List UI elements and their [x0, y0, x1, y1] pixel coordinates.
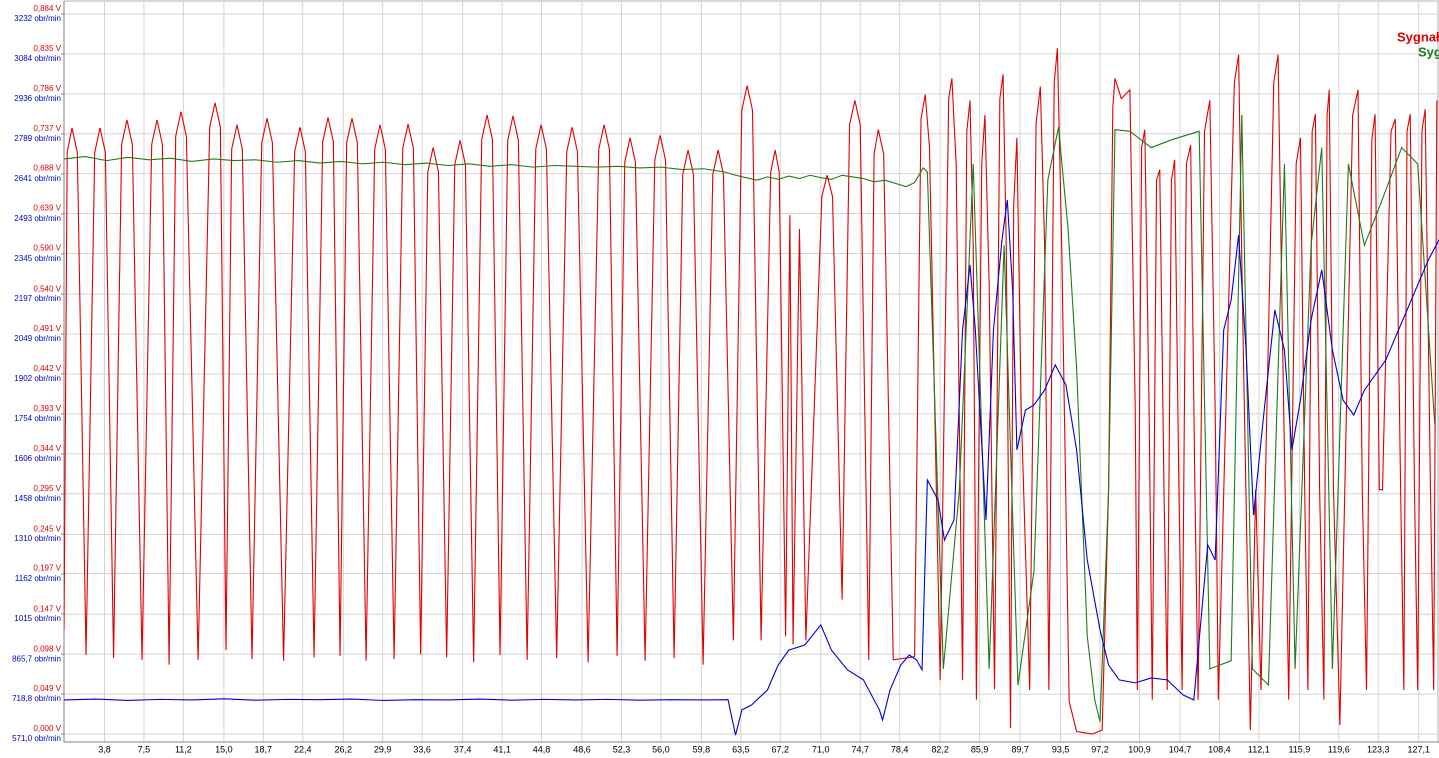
x-tick-label: 41,1 [493, 744, 511, 754]
y-tick-label: 0,639 V [33, 204, 61, 213]
x-tick-label: 71,0 [812, 744, 830, 754]
x-tick-label: 85,9 [971, 744, 989, 754]
y2-tick-label: 1162 obr/min [15, 574, 61, 583]
y-tick-label: 0,098 V [33, 644, 61, 653]
x-tick-label: 78,4 [891, 744, 909, 754]
y2-tick-label: 1902 obr/min [14, 374, 61, 383]
y2-tick-label: 571,0 obr/min [12, 734, 61, 743]
x-tick-label: 67,2 [772, 744, 790, 754]
y-tick-label: 0,737 V [33, 124, 61, 133]
y2-tick-label: 2049 obr/min [14, 334, 61, 343]
y-tick-label: 0,884 V [33, 4, 61, 13]
x-tick-label: 3,8 [98, 744, 111, 754]
y2-tick-label: 2197 obr/min [14, 294, 61, 303]
series-line [64, 199, 1439, 736]
y2-tick-label: 2493 obr/min [14, 214, 61, 223]
y2-tick-label: 2789 obr/min [14, 134, 61, 143]
y-tick-label: 0,049 V [33, 684, 61, 693]
y-tick-label: 0,442 V [33, 364, 61, 373]
y-tick-label: 0,197 V [33, 564, 61, 573]
legend-entry: Sygnał [1397, 29, 1439, 44]
y-tick-label: 0,245 V [33, 525, 61, 534]
x-tick-label: 108,4 [1208, 744, 1231, 754]
y2-tick-label: 1754 obr/min [14, 414, 61, 423]
y2-tick-label: 2936 obr/min [14, 94, 61, 103]
x-tick-label: 112,1 [1248, 744, 1270, 754]
x-tick-label: 63,5 [732, 744, 750, 754]
x-tick-label: 59,8 [693, 744, 711, 754]
x-tick-label: 89,7 [1011, 744, 1029, 754]
y2-tick-label: 1606 obr/min [14, 454, 61, 463]
y2-tick-label: 1015 obr/min [14, 614, 61, 623]
x-tick-label: 115,9 [1288, 744, 1310, 754]
y-tick-label: 0,295 V [33, 484, 61, 493]
x-tick-label: 48,6 [573, 744, 591, 754]
x-tick-label: 22,4 [294, 744, 312, 754]
x-tick-label: 26,2 [334, 744, 352, 754]
y-tick-label: 0,000 V [33, 724, 61, 733]
x-tick-label: 18,7 [255, 744, 273, 754]
x-tick-label: 29,9 [374, 744, 392, 754]
y2-tick-label: 1458 obr/min [14, 494, 61, 503]
legend-entry: Syg [1418, 44, 1439, 59]
y-tick-label: 0,491 V [33, 324, 61, 333]
x-tick-label: 44,8 [533, 744, 551, 754]
y-tick-label: 0,344 V [33, 444, 61, 453]
x-tick-label: 56,0 [652, 744, 670, 754]
x-tick-label: 100,9 [1128, 744, 1151, 754]
y2-tick-label: 865,7 obr/min [12, 654, 61, 663]
y2-tick-label: 718,8 obr/min [12, 694, 61, 703]
x-tick-label: 93,5 [1052, 744, 1070, 754]
y-tick-label: 0,540 V [33, 284, 61, 293]
y2-tick-label: 3084 obr/min [14, 54, 61, 63]
x-tick-label: 15,0 [215, 744, 233, 754]
y2-tick-label: 2641 obr/min [14, 174, 61, 183]
x-tick-label: 82,2 [931, 744, 949, 754]
x-tick-label: 74,7 [851, 744, 869, 754]
series-line [64, 48, 1438, 735]
x-tick-label: 52,3 [613, 744, 631, 754]
y-tick-label: 0,786 V [33, 84, 61, 93]
y-tick-label: 0,590 V [33, 244, 61, 253]
x-tick-label: 37,4 [454, 744, 472, 754]
x-tick-label: 7,5 [138, 744, 151, 754]
y-tick-label: 0,688 V [33, 164, 61, 173]
x-tick-label: 127,1 [1407, 744, 1430, 754]
x-tick-label: 97,2 [1091, 744, 1109, 754]
y-tick-label: 0,835 V [33, 44, 61, 53]
x-tick-label: 123,3 [1367, 744, 1390, 754]
y2-tick-label: 3232 obr/min [14, 14, 61, 23]
x-tick-label: 119,6 [1328, 744, 1350, 754]
y-tick-label: 0,147 V [33, 604, 61, 613]
y-tick-label: 0,393 V [33, 404, 61, 413]
y2-tick-label: 1310 obr/min [14, 534, 61, 543]
x-tick-label: 11,2 [175, 744, 192, 754]
x-tick-label: 33,6 [413, 744, 431, 754]
y2-tick-label: 2345 obr/min [14, 254, 61, 263]
x-tick-label: 104,7 [1169, 744, 1192, 754]
series-line [64, 114, 1436, 722]
